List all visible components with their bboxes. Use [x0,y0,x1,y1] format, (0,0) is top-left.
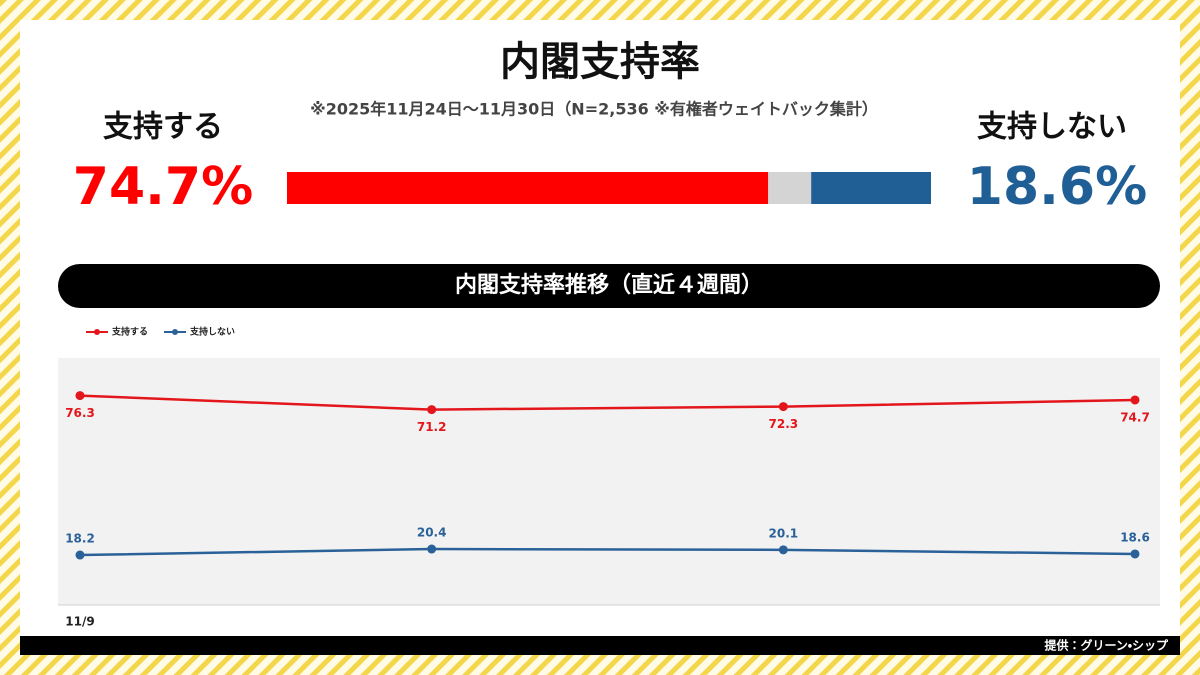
title: 内閣支持率 [500,39,700,85]
data-point [75,391,85,401]
subtitle: ※2025年11月24日～11月30日（N=2,536 ※有権者ウェイトバック集… [310,100,878,119]
data-point [75,550,85,560]
support-value: 74.7% [73,157,253,217]
legend-label: 支持しない [189,326,235,338]
legend-marker [172,329,178,335]
data-label: 18.2 [65,532,95,546]
data-point [778,545,788,555]
data-point [1130,549,1140,559]
data-point [427,405,437,415]
data-point [427,544,437,554]
x-tick-label: 11/9 [65,615,94,629]
data-label: 76.3 [65,406,95,420]
legend-marker [94,329,100,335]
credit: 提供：グリーン・シップ [1045,638,1169,653]
data-label: 20.4 [417,526,447,540]
data-label: 20.1 [769,526,799,540]
series-line [79,394,1136,411]
data-point [778,402,788,412]
series-line [79,547,1136,557]
data-label: 71.2 [417,420,447,434]
plot-area [58,358,1160,605]
legend-label: 支持する [111,326,148,338]
data-point [1130,395,1140,405]
section-header [58,264,1160,308]
nonsupport-value: 18.6% [967,157,1147,217]
section-title: 内閣支持率推移（直近４週間） [455,272,763,298]
nonsupport-bar [811,172,931,204]
data-label: 18.6 [1120,530,1150,544]
data-label: 74.7 [1120,410,1150,424]
nonsupport-label: 支持しない [977,110,1127,145]
footer-bar [20,636,1180,655]
support-bar [287,172,769,204]
data-label: 72.3 [769,417,799,431]
support-label: 支持する [103,110,223,145]
